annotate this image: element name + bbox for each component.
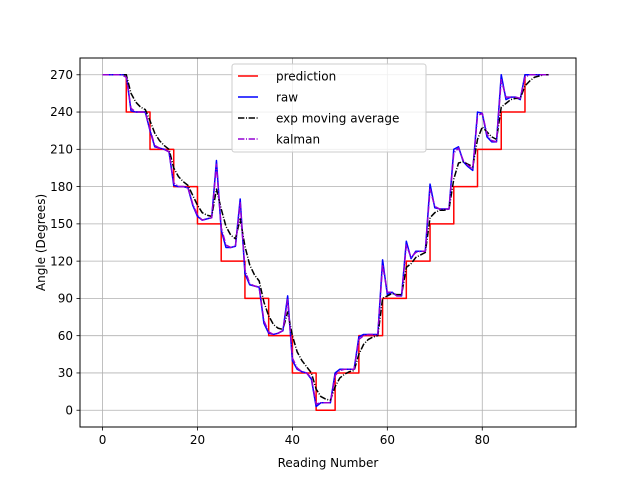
y-tick-label: 0: [65, 403, 73, 417]
x-axis-label: Reading Number: [278, 456, 379, 470]
legend-box: [231, 63, 427, 153]
y-tick-label: 120: [50, 254, 73, 268]
series-line-exp-moving-average: [102, 74, 549, 402]
y-axis-label: Angle (Degrees): [34, 194, 48, 291]
y-tick-label: 30: [58, 366, 73, 380]
x-tick-label: 80: [475, 433, 490, 447]
x-tick-label: 60: [380, 433, 395, 447]
y-axis: 0 30 60 90 120 150 180 210 240 270: [50, 68, 80, 417]
x-axis: 0 20 40 60 80: [99, 427, 490, 447]
y-tick-label: 210: [50, 143, 73, 157]
legend-label: prediction: [276, 69, 336, 83]
legend: prediction raw exp moving average kalman: [231, 63, 427, 153]
series-group: [102, 74, 549, 411]
x-tick-label: 40: [285, 433, 300, 447]
y-tick-label: 180: [50, 180, 73, 194]
x-tick-label: 0: [99, 433, 107, 447]
series-line-kalman: [102, 74, 549, 405]
y-tick-label: 270: [50, 68, 73, 82]
plot-frame: [79, 57, 577, 428]
y-tick-label: 60: [58, 329, 73, 343]
legend-label: raw: [276, 90, 298, 104]
y-tick-label: 150: [50, 217, 73, 231]
y-tick-label: 240: [50, 105, 73, 119]
y-tick-label: 90: [58, 292, 73, 306]
legend-label: exp moving average: [276, 111, 399, 125]
legend-label: kalman: [276, 132, 320, 146]
x-tick-label: 20: [190, 433, 205, 447]
